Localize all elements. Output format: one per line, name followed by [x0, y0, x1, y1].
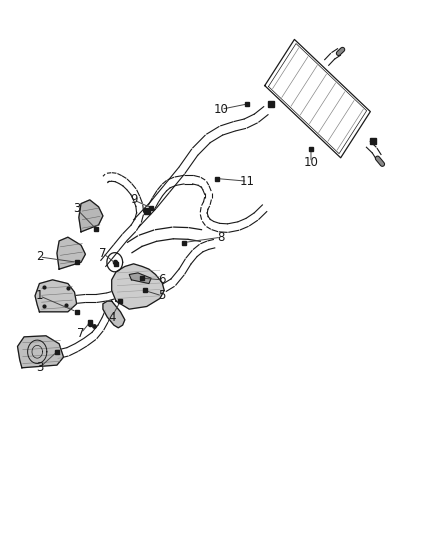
Text: 10: 10: [214, 103, 229, 116]
Polygon shape: [18, 336, 64, 368]
Text: 2: 2: [35, 251, 43, 263]
Text: 10: 10: [304, 156, 318, 169]
Polygon shape: [35, 280, 77, 312]
Polygon shape: [129, 273, 151, 284]
Text: 8: 8: [218, 231, 225, 244]
Text: 1: 1: [35, 289, 43, 302]
Text: 5: 5: [159, 289, 166, 302]
Text: 4: 4: [108, 311, 116, 324]
Polygon shape: [103, 301, 125, 328]
Text: 3: 3: [36, 361, 43, 374]
Text: 9: 9: [130, 193, 138, 206]
Text: 7: 7: [99, 247, 107, 260]
Text: 3: 3: [73, 203, 80, 215]
Text: 7: 7: [77, 327, 85, 340]
Text: 6: 6: [158, 273, 166, 286]
Polygon shape: [79, 200, 103, 232]
Text: 11: 11: [240, 175, 255, 188]
Polygon shape: [112, 264, 164, 309]
Polygon shape: [57, 237, 85, 269]
